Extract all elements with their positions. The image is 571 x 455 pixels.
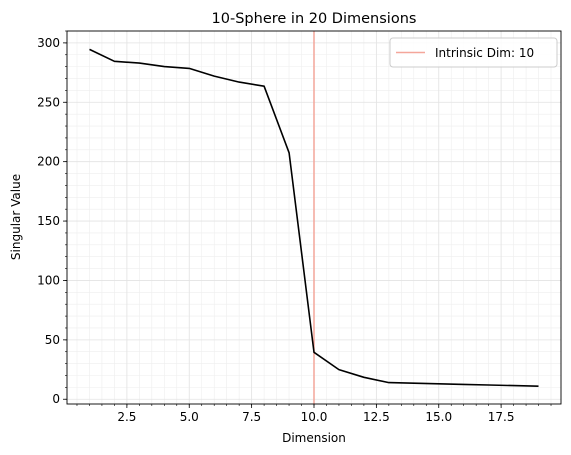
legend: Intrinsic Dim: 10 bbox=[389, 37, 558, 68]
y-axis-label: Singular Value bbox=[9, 174, 23, 260]
chart-title: 10-Sphere in 20 Dimensions bbox=[212, 11, 417, 27]
series-group bbox=[89, 48, 539, 387]
y-tick-label: 100 bbox=[37, 273, 60, 287]
axes: 2.5 5.0 7.5 10.0 12.5 15.0 17.5 0 50 100 150 200 250… bbox=[37, 30, 562, 424]
x-tick-label: 7.5 bbox=[242, 410, 261, 424]
x-tick-label: 17.5 bbox=[488, 410, 515, 424]
y-tick-label: 0 bbox=[52, 392, 60, 406]
y-tick-label: 300 bbox=[37, 36, 60, 50]
x-tick-label: 12.5 bbox=[363, 410, 390, 424]
x-tick-label: 15.0 bbox=[425, 410, 452, 424]
y-tick-label: 250 bbox=[37, 95, 60, 109]
x-tick-label: 2.5 bbox=[117, 410, 136, 424]
x-tick-label: 5.0 bbox=[180, 410, 199, 424]
y-tick-label: 150 bbox=[37, 214, 60, 228]
x-axis-label: Dimension bbox=[282, 431, 346, 445]
legend-label: Intrinsic Dim: 10 bbox=[435, 46, 534, 60]
series-line bbox=[89, 48, 539, 387]
legend-box bbox=[389, 37, 558, 68]
y-tick-label: 200 bbox=[37, 155, 60, 169]
x-tick-label: 10.0 bbox=[301, 410, 328, 424]
y-tick-label: 50 bbox=[45, 333, 60, 347]
